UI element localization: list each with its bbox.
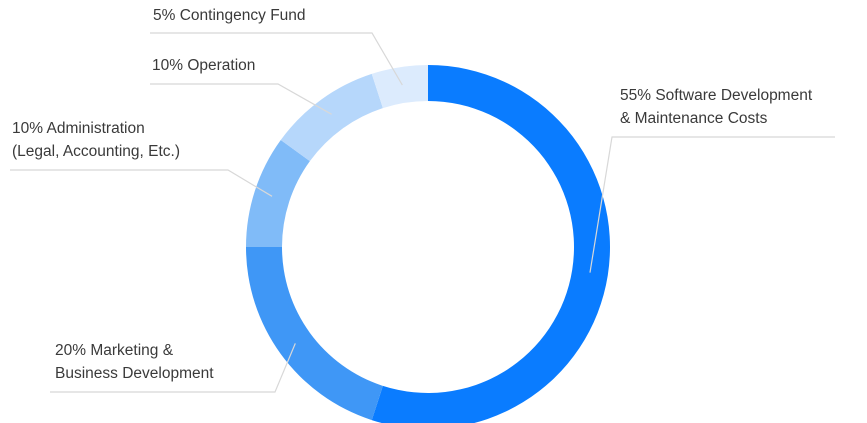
leader-line bbox=[10, 169, 273, 197]
donut-slice bbox=[371, 65, 428, 109]
slice-category: & Maintenance Costs bbox=[620, 110, 768, 127]
slice-label: Business Development bbox=[55, 365, 214, 382]
slice-label: 10% Administration bbox=[12, 120, 145, 137]
slice-value-label: 10% bbox=[152, 57, 183, 74]
slice-category: Marketing & bbox=[90, 342, 173, 359]
slice-label: & Maintenance Costs bbox=[620, 110, 768, 127]
donut-slice bbox=[371, 65, 610, 423]
slice-label: 10% Operation bbox=[152, 57, 255, 74]
slice-category: (Legal, Accounting, Etc.) bbox=[12, 143, 180, 160]
slice-value-label: 55% bbox=[620, 87, 651, 104]
leader-line bbox=[150, 32, 403, 86]
leader-line bbox=[589, 136, 835, 273]
leader-line bbox=[50, 343, 296, 393]
slice-label: 20% Marketing & bbox=[55, 342, 174, 359]
slice-value-label: 20% bbox=[55, 342, 86, 359]
leader-line bbox=[150, 83, 332, 115]
slice-category: Contingency Fund bbox=[180, 7, 306, 24]
donut-slice bbox=[246, 247, 383, 421]
donut-slice bbox=[246, 140, 310, 247]
slice-value-label: 5% bbox=[153, 7, 176, 24]
slice-label: 5% Contingency Fund bbox=[153, 7, 306, 24]
slice-category: Software Development bbox=[655, 87, 812, 104]
slice-label: 55% Software Development bbox=[620, 87, 813, 104]
slice-category: Business Development bbox=[55, 365, 214, 382]
slice-category: Administration bbox=[46, 120, 144, 137]
slice-label: (Legal, Accounting, Etc.) bbox=[12, 143, 180, 160]
slice-category: Operation bbox=[187, 57, 255, 74]
donut-slice bbox=[280, 73, 383, 162]
slice-value-label: 10% bbox=[12, 120, 43, 137]
